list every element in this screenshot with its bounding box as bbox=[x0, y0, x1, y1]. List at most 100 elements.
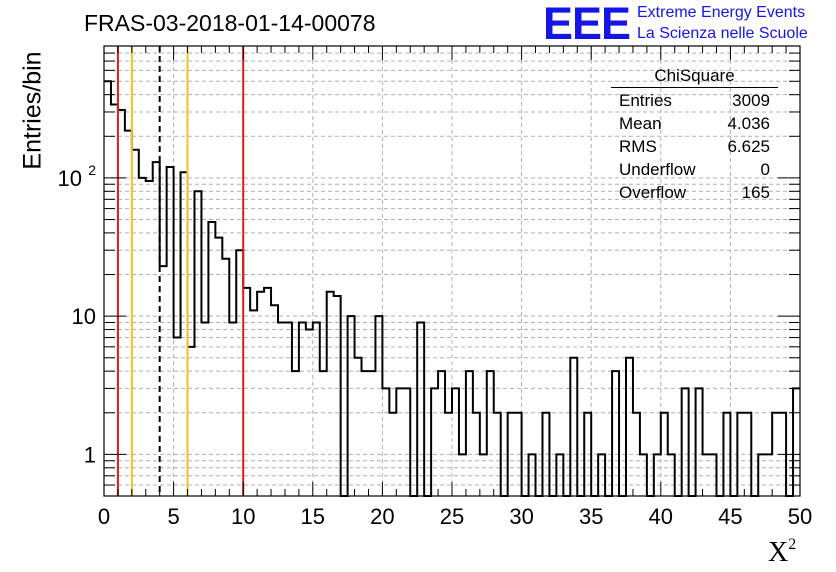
histogram-bin bbox=[139, 178, 146, 496]
x-tick-label: 35 bbox=[579, 504, 603, 529]
histogram-bin bbox=[640, 454, 647, 496]
histogram-bin bbox=[529, 454, 536, 496]
stats-value: 3009 bbox=[732, 91, 770, 110]
histogram-bin bbox=[654, 454, 661, 496]
stats-row: Entries 3009 bbox=[611, 89, 778, 112]
y-tick-label: 1 bbox=[84, 442, 96, 467]
histogram-bin bbox=[473, 413, 480, 496]
logo-line-1: Extreme Energy Events bbox=[637, 4, 806, 21]
stats-value: 4.036 bbox=[727, 114, 770, 133]
histogram-bin bbox=[570, 358, 577, 496]
histogram-bin bbox=[459, 454, 466, 496]
histogram-bin bbox=[285, 322, 292, 496]
x-tick-label: 50 bbox=[788, 504, 812, 529]
x-tick-label: 5 bbox=[167, 504, 179, 529]
histogram-bin bbox=[125, 131, 132, 496]
histogram-bin bbox=[104, 81, 111, 496]
x-axis-label-base: X bbox=[768, 537, 789, 568]
histogram-bin bbox=[313, 322, 320, 496]
x-tick-label: 15 bbox=[301, 504, 325, 529]
x-tick-label: 20 bbox=[370, 504, 394, 529]
histogram-bin bbox=[556, 454, 563, 496]
histogram-bin bbox=[229, 322, 236, 496]
tick-labels: 0 5 10 15 20 25 30 35 40 45 50 1 10 10 2 bbox=[58, 162, 813, 529]
histogram-bin bbox=[417, 322, 424, 496]
histogram-bin bbox=[146, 181, 153, 496]
histogram-bin bbox=[696, 388, 703, 496]
histogram-bin bbox=[132, 150, 139, 496]
histogram-bin bbox=[334, 296, 341, 496]
histogram-bin bbox=[703, 454, 710, 496]
stats-value: 0 bbox=[760, 160, 770, 179]
histogram-bin bbox=[542, 413, 549, 496]
histogram-bin bbox=[153, 162, 160, 496]
histogram-bin bbox=[208, 222, 215, 496]
histogram-bin bbox=[327, 292, 334, 496]
histogram-bin bbox=[181, 172, 188, 496]
histogram-bin bbox=[494, 413, 501, 496]
x-axis-label: X2 bbox=[768, 536, 796, 569]
histogram-bin bbox=[723, 413, 730, 496]
histogram-bin bbox=[299, 322, 306, 496]
histogram-bin bbox=[348, 316, 355, 496]
histogram-bin bbox=[375, 316, 382, 496]
histogram-bin bbox=[389, 413, 396, 496]
histogram-bin bbox=[598, 454, 605, 496]
histogram-bin bbox=[306, 330, 313, 496]
histogram-bin bbox=[445, 413, 452, 496]
histogram-bin bbox=[612, 371, 619, 496]
histogram-bin bbox=[174, 338, 181, 496]
stats-row: Mean 4.036 bbox=[611, 112, 778, 135]
x-tick-label: 45 bbox=[718, 504, 742, 529]
stats-label: Underflow bbox=[619, 160, 696, 179]
histogram-bin bbox=[682, 388, 689, 496]
histogram-bin bbox=[111, 104, 118, 496]
histogram-bin bbox=[633, 413, 640, 496]
logo-line-2: La Scienza nelle Scuole bbox=[637, 25, 808, 42]
histogram-bin bbox=[382, 388, 389, 496]
histogram-bin bbox=[236, 250, 243, 496]
histogram-bin bbox=[257, 292, 264, 496]
histogram-bin bbox=[201, 322, 208, 496]
histogram-bin bbox=[431, 388, 438, 496]
histogram-bin bbox=[243, 288, 250, 496]
histogram-bin bbox=[278, 322, 285, 496]
histogram-bin bbox=[403, 388, 410, 496]
histogram-bin bbox=[292, 371, 299, 496]
stats-row: Underflow 0 bbox=[611, 158, 778, 181]
histogram-bin bbox=[744, 413, 751, 496]
histogram-bin bbox=[264, 288, 271, 496]
histogram-bin bbox=[271, 305, 278, 496]
histogram-bin bbox=[758, 454, 765, 496]
histogram-bin bbox=[668, 454, 675, 496]
histogram-bin bbox=[194, 191, 201, 496]
histogram-bin bbox=[626, 358, 633, 496]
histogram-bin bbox=[362, 371, 369, 496]
histogram-bin bbox=[160, 266, 167, 496]
histogram-bin bbox=[396, 388, 403, 496]
histogram-bin bbox=[222, 259, 229, 496]
stats-value: 165 bbox=[741, 183, 770, 202]
stats-label: Entries bbox=[619, 91, 672, 110]
x-tick-label: 0 bbox=[98, 504, 110, 529]
x-tick-label: 25 bbox=[440, 504, 464, 529]
logo-mark: EEE bbox=[543, 0, 631, 49]
histogram bbox=[104, 80, 800, 497]
stats-title: ChiSquare bbox=[611, 66, 778, 88]
histogram-bin bbox=[452, 388, 459, 496]
histogram-bin bbox=[167, 167, 174, 496]
stats-label: Overflow bbox=[619, 183, 687, 202]
stats-box: ChiSquare Entries 3009 Mean 4.036 RMS 6.625… bbox=[611, 66, 778, 204]
stats-label: Mean bbox=[619, 114, 662, 133]
histogram-bin bbox=[487, 371, 494, 496]
histogram-bin bbox=[355, 358, 362, 496]
stats-value: 6.625 bbox=[727, 137, 770, 156]
histogram-bin bbox=[438, 371, 445, 496]
vertical-markers bbox=[116, 46, 245, 496]
y-axis-label: Entries/bin bbox=[18, 51, 47, 170]
chart-title: FRAS-03-2018-01-14-00078 bbox=[84, 10, 376, 36]
x-tick-label: 10 bbox=[231, 504, 255, 529]
histogram-bin bbox=[765, 454, 772, 496]
histogram-bin bbox=[584, 413, 591, 496]
histogram-bin bbox=[188, 347, 195, 496]
